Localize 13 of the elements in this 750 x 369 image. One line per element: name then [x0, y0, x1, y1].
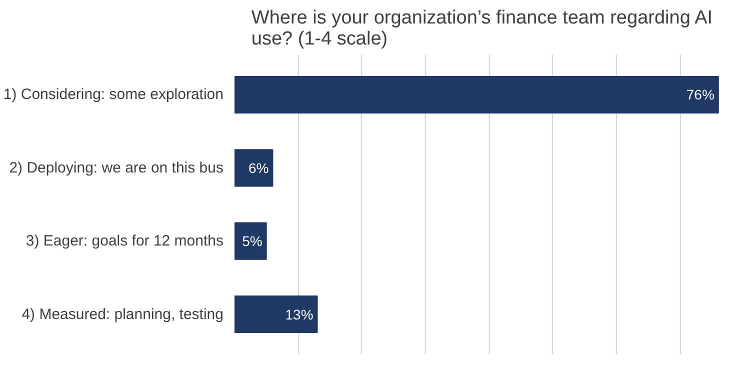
bar [234, 222, 267, 260]
y-tick-label: 1) Considering: some exploration [3, 86, 224, 104]
bar [234, 149, 274, 187]
y-tick-label: 3) Eager: goals for 12 months [26, 232, 224, 250]
y-tick-label: 2) Deploying: we are on this bus [9, 159, 224, 176]
bar [234, 295, 318, 334]
y-tick-label: 4) Measured: planning, testing [22, 306, 224, 323]
data-label: 6% [248, 160, 269, 176]
data-label: 13% [285, 306, 314, 322]
bar [234, 76, 719, 114]
data-label: 76% [686, 86, 714, 103]
chart-title: Where is your organization’s finance team regarding AI use? (1-4 scale) [251, 8, 713, 50]
data-label: 5% [242, 233, 262, 250]
